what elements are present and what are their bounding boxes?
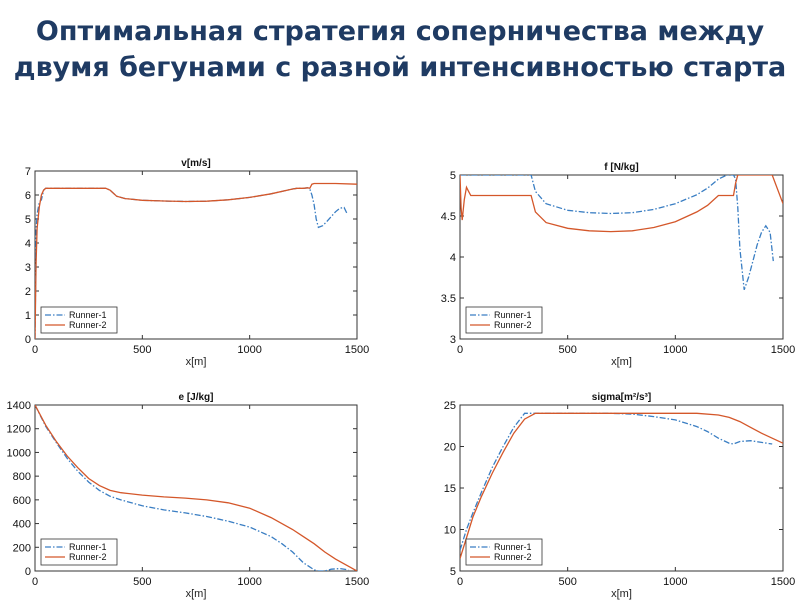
x-axis-label: x[m] [611,588,632,600]
legend-box [465,538,543,566]
y-tick-label: 15 [444,483,456,495]
y-tick-label: 0 [25,566,31,578]
x-tick-label: 1000 [237,576,261,588]
x-tick-label: 0 [32,576,38,588]
x-tick-label: 1500 [345,576,369,588]
y-tick-label: 5 [25,214,31,226]
y-tick-label: 1000 [7,447,31,459]
x-tick-label: 0 [32,344,38,356]
x-tick-label: 1500 [771,576,795,588]
y-tick-label: 1 [25,310,31,322]
x-tick-label: 500 [558,576,576,588]
series-line-2 [35,405,357,571]
x-tick-label: 1500 [345,344,369,356]
y-tick-label: 1200 [7,424,31,436]
x-tick-label: 0 [457,344,463,356]
y-tick-label: 7 [25,166,31,178]
x-tick-label: 1000 [237,344,261,356]
y-tick-label: 3.5 [441,293,456,305]
legend-label-1: Runner-1 [494,310,532,320]
legend-label-2: Runner-2 [69,552,107,562]
x-axis-label: x[m] [186,588,207,600]
y-tick-label: 200 [13,542,31,554]
series-line-2 [35,182,357,339]
y-tick-label: 0 [25,334,31,346]
x-tick-label: 500 [133,344,151,356]
chart-2: f [N/kg] 0 500 1000 1500 3 3.5 4 4.5 5 x[m] Runner-… [441,162,796,368]
slide-title-line-2: двумя бегунами с разной интенсивностью с… [13,52,787,83]
legend-label-2: Runner-2 [69,320,107,330]
series-line-2 [460,412,783,559]
y-tick-label: 800 [13,471,31,483]
legend-box [465,306,543,334]
legend-box [40,538,118,566]
y-tick-label: 600 [13,495,31,507]
x-tick-label: 1000 [663,344,687,356]
slide-title: Оптимальная стратегия соперничества межд… [0,14,800,86]
y-tick-label: 5 [450,170,456,182]
chart-4: sigma[m²/s³] 0 500 1000 1500 5 10 15 20 25 x[m] Run… [444,392,795,600]
legend-label-2: Runner-2 [494,552,532,562]
y-tick-label: 2 [25,286,31,298]
series-line-1 [460,175,774,291]
legend-label-1: Runner-1 [69,542,107,552]
x-axis-label: x[m] [186,356,207,368]
y-tick-label: 20 [444,442,456,454]
y-tick-label: 25 [444,400,456,412]
plot-title: v[m/s] [181,158,210,169]
plot-title: e [J/kg] [178,392,213,403]
y-tick-label: 5 [450,566,456,578]
y-tick-label: 4.5 [441,211,456,223]
x-axis-label: x[m] [611,356,632,368]
chart-1: v[m/s] 0 500 1000 1500 0 1 2 3 4 5 6 7 x[m] Runner-1Ru… [25,158,369,368]
plot-title: sigma[m²/s³] [592,392,651,403]
slide-title-line-1: Оптимальная стратегия соперничества межд… [35,16,765,47]
series-line-1 [35,405,349,571]
chart-3: e [J/kg] 0 500 1000 1500 0 200 400 600 800 1000 120… [7,392,370,600]
y-tick-label: 3 [450,334,456,346]
y-tick-label: 4 [25,238,31,250]
x-tick-label: 1000 [663,576,687,588]
y-tick-label: 4 [450,252,456,264]
x-tick-label: 0 [457,576,463,588]
y-tick-label: 400 [13,519,31,531]
y-tick-label: 10 [444,525,456,537]
legend-label-1: Runner-1 [69,310,107,320]
x-tick-label: 500 [558,344,576,356]
series-line-2 [460,175,783,233]
plot-title: f [N/kg] [604,162,638,173]
legend-box [40,306,118,334]
legend-label-2: Runner-2 [494,320,532,330]
y-tick-label: 6 [25,190,31,202]
x-tick-label: 500 [133,576,151,588]
legend-label-1: Runner-1 [494,542,532,552]
x-tick-label: 1500 [771,344,795,356]
y-tick-label: 1400 [7,400,31,412]
y-tick-label: 3 [25,262,31,274]
